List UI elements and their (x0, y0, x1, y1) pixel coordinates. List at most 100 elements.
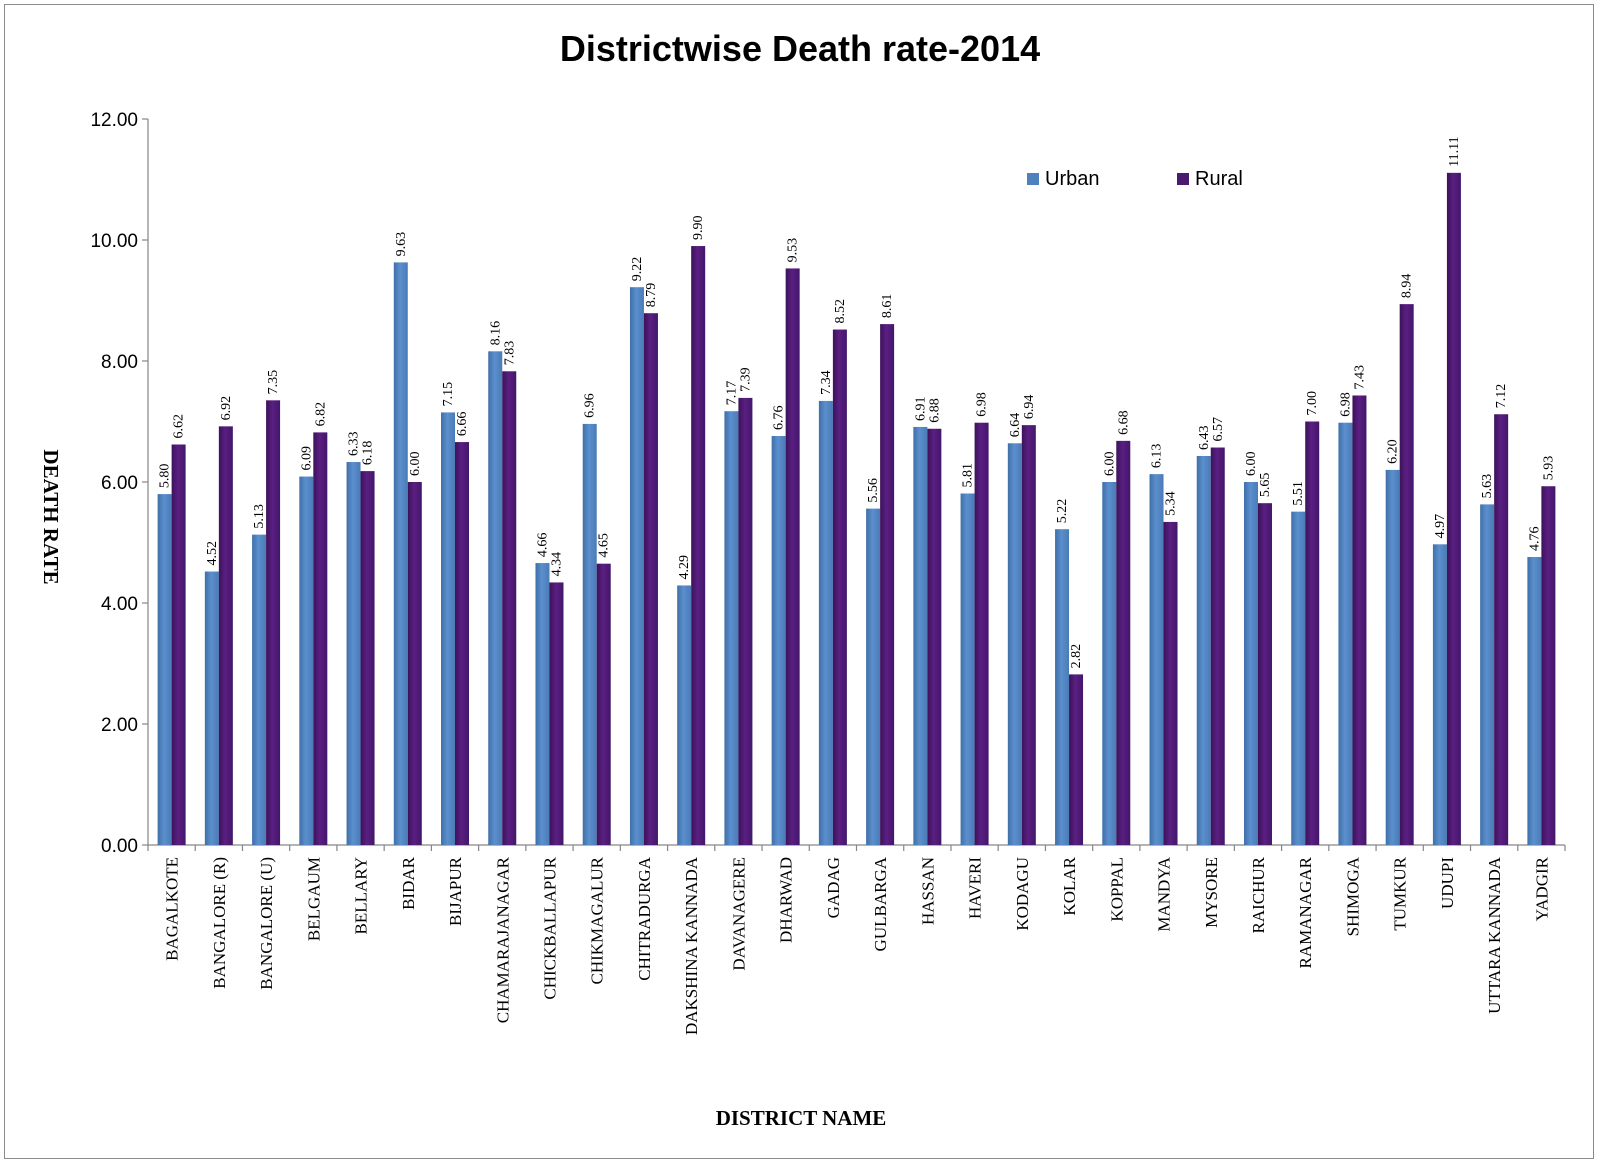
data-label: 6.98 (975, 392, 990, 417)
bar-urban (818, 400, 833, 845)
data-label: 5.93 (1541, 456, 1556, 481)
bar-urban (1338, 422, 1353, 845)
bar-rural (502, 371, 517, 845)
bar-rural (1446, 172, 1461, 846)
bar-urban (1102, 482, 1117, 845)
x-tick-label: BANGALORE (R) (210, 857, 229, 989)
y-tick-label: 4.00 (101, 594, 138, 615)
bar-rural (313, 432, 328, 845)
bar-rural (927, 428, 942, 845)
x-tick-label: KOLAR (1060, 856, 1079, 915)
data-label: 6.64 (1008, 413, 1023, 438)
bar-urban (393, 262, 408, 845)
legend-label-rural: Rural (1195, 168, 1243, 190)
y-axis-title: DEATH RATE (39, 449, 63, 584)
x-tick-label: CHITRADURGA (635, 856, 654, 980)
bar-urban (1480, 504, 1495, 845)
data-label: 5.65 (1258, 473, 1273, 498)
y-tick-label: 0.00 (101, 836, 138, 857)
bar-urban (724, 411, 739, 845)
x-tick-label: BAGALKOTE (163, 857, 182, 961)
bar-urban (1432, 544, 1447, 845)
x-tick-label: KODAGU (1013, 857, 1032, 931)
y-tick-label: 2.00 (101, 715, 138, 736)
data-label: 6.00 (408, 452, 423, 477)
bar-urban (771, 436, 786, 845)
data-label: 6.91 (913, 396, 928, 421)
bar-urban (157, 494, 172, 845)
data-label: 6.82 (313, 402, 328, 427)
data-label: 8.61 (880, 294, 895, 319)
y-tick-label: 10.00 (90, 231, 138, 252)
bar-urban (252, 534, 267, 845)
bar-rural (1210, 447, 1225, 845)
data-label: 6.98 (1338, 392, 1353, 417)
bar-urban (1243, 482, 1258, 845)
data-label: 2.82 (1069, 644, 1084, 669)
data-label: 4.52 (205, 541, 220, 566)
x-tick-label: YADGIR (1532, 856, 1551, 921)
data-label: 8.52 (833, 299, 848, 324)
bar-urban (677, 585, 692, 845)
data-label: 8.94 (1400, 274, 1415, 299)
data-label: 7.83 (502, 341, 517, 366)
x-tick-label: CHAMARAJANAGAR (493, 856, 512, 1023)
data-label: 7.12 (1494, 384, 1509, 409)
x-tick-label: GADAG (824, 857, 843, 918)
bar-urban (1055, 529, 1070, 845)
legend-label-urban: Urban (1045, 168, 1099, 190)
x-tick-label: RAICHUR (1249, 856, 1268, 933)
data-label: 9.90 (691, 216, 706, 241)
bar-rural (785, 268, 800, 845)
data-label: 5.56 (866, 478, 881, 503)
data-label: 5.34 (1164, 491, 1179, 516)
y-tick-label: 6.00 (101, 473, 138, 494)
bar-rural (974, 422, 989, 845)
bar-urban (582, 423, 597, 845)
data-label: 6.94 (1022, 395, 1037, 420)
bar-urban (1196, 455, 1211, 845)
bar-rural (455, 442, 470, 845)
data-label: 6.92 (219, 396, 234, 421)
x-tick-label: KOPPAL (1107, 857, 1126, 922)
bar-rural (1352, 395, 1367, 845)
x-tick-label: HAVERI (966, 857, 985, 919)
y-tick-label: 8.00 (101, 352, 138, 373)
bar-rural (1021, 425, 1036, 845)
bar-urban (535, 563, 550, 845)
data-label: 6.62 (172, 414, 187, 439)
data-label: 5.80 (158, 464, 173, 489)
bar-urban (866, 508, 881, 845)
bar-urban (913, 426, 928, 845)
bar-rural (1116, 440, 1131, 845)
data-label: 6.66 (455, 412, 470, 437)
bar-urban (346, 462, 361, 845)
bar-rural (360, 471, 375, 845)
bar-rural (643, 313, 658, 846)
data-label: 4.97 (1433, 514, 1448, 539)
data-label: 4.76 (1527, 527, 1542, 552)
bar-rural (1399, 304, 1414, 845)
data-label: 6.68 (1116, 410, 1131, 435)
data-label: 7.43 (1352, 365, 1367, 390)
data-label: 6.57 (1211, 417, 1226, 442)
x-tick-label: MYSORE (1202, 857, 1221, 928)
data-label: 7.00 (1305, 391, 1320, 416)
legend-swatch-urban (1027, 173, 1039, 185)
bar-urban (1149, 474, 1164, 845)
x-tick-label: CHICKBALLAPUR (540, 856, 559, 999)
data-label: 9.63 (394, 232, 409, 257)
data-label: 7.35 (266, 370, 281, 395)
x-tick-label: RAMANAGAR (1296, 856, 1315, 968)
x-tick-label: BIDAR (399, 856, 418, 910)
data-label: 6.18 (361, 441, 376, 466)
data-label: 5.22 (1055, 499, 1070, 524)
bar-urban (1385, 469, 1400, 845)
bar-rural (218, 426, 233, 845)
y-tick-label: 12.00 (90, 110, 138, 131)
x-tick-label: HASSAN (918, 857, 937, 925)
x-tick-label: CHIKMAGALUR (588, 856, 607, 984)
data-label: 6.76 (772, 406, 787, 431)
x-tick-label: UDUPI (1438, 857, 1457, 909)
